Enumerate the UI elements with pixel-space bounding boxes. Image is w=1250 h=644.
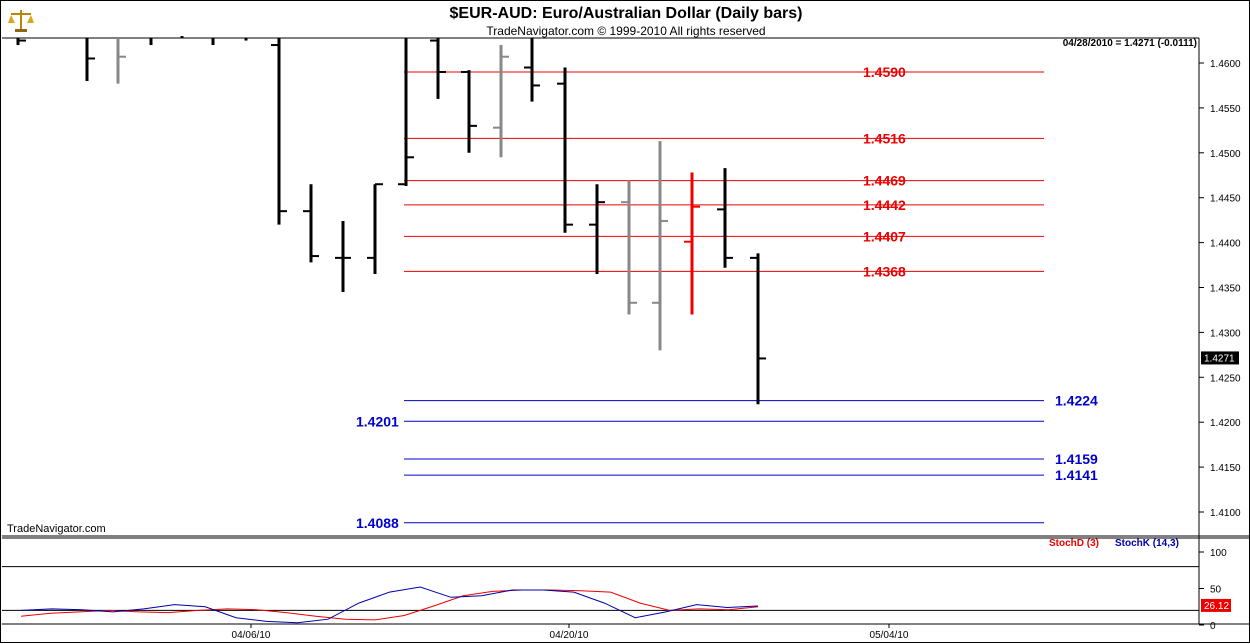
stoch-tick-label: 50 (1210, 585, 1222, 596)
level-label: 1.4159 (1055, 451, 1098, 467)
level-label: 1.4469 (863, 173, 906, 189)
stoch-series-line (20, 586, 759, 624)
level-label: 1.4590 (863, 64, 906, 80)
level-label: 1.4442 (863, 197, 906, 213)
date-label: 05/04/10 (870, 630, 909, 641)
price-tick-label: 1.4500 (1210, 149, 1241, 160)
stoch-last-label: 26.12 (1204, 601, 1229, 612)
price-tick-label: 1.4450 (1210, 194, 1241, 205)
last-price-badge (1201, 351, 1239, 365)
price-tick-label: 1.4550 (1210, 104, 1241, 115)
chart-title: $EUR-AUD: Euro/Australian Dollar (Daily … (449, 5, 803, 22)
price-tick-label: 1.4100 (1210, 508, 1241, 519)
legend-stochk: StochK (14,3) (1115, 538, 1179, 549)
level-label: 1.4141 (1055, 467, 1098, 483)
level-label: 1.4407 (863, 228, 906, 244)
scale-logo-icon[interactable] (7, 7, 35, 35)
level-label: 1.4516 (863, 130, 906, 146)
level-label: 1.4201 (356, 413, 399, 429)
price-tick-label: 1.4150 (1210, 463, 1241, 474)
price-tick-label: 1.4400 (1210, 239, 1241, 250)
stoch-series-line (20, 589, 759, 621)
price-tick-label: 1.4350 (1210, 284, 1241, 295)
copyright-subtitle: TradeNavigator.com © 1999-2010 All right… (486, 24, 766, 38)
stoch-tick-label: 100 (1210, 548, 1227, 559)
level-label: 1.4368 (863, 263, 906, 279)
level-label: 1.4088 (356, 515, 399, 531)
price-tick-label: 1.4300 (1210, 328, 1241, 339)
price-tick-label: 1.4200 (1210, 418, 1241, 429)
price-tick-label: 1.4250 (1210, 373, 1241, 384)
price-tick-label: 1.4600 (1210, 59, 1241, 70)
last-price-label: 1.4271 (1204, 353, 1235, 364)
stoch-last-badge (1201, 598, 1231, 612)
legend-stochd: StochD (3) (1049, 538, 1099, 549)
date-label: 04/06/10 (232, 630, 271, 641)
date-label: 04/20/10 (550, 630, 589, 641)
level-label: 1.4224 (1055, 393, 1098, 409)
last-quote: 04/28/2010 = 1.4271 (-0.0111) (1062, 38, 1197, 49)
stoch-tick-label: 0 (1210, 621, 1216, 632)
watermark: TradeNavigator.com (7, 523, 106, 535)
